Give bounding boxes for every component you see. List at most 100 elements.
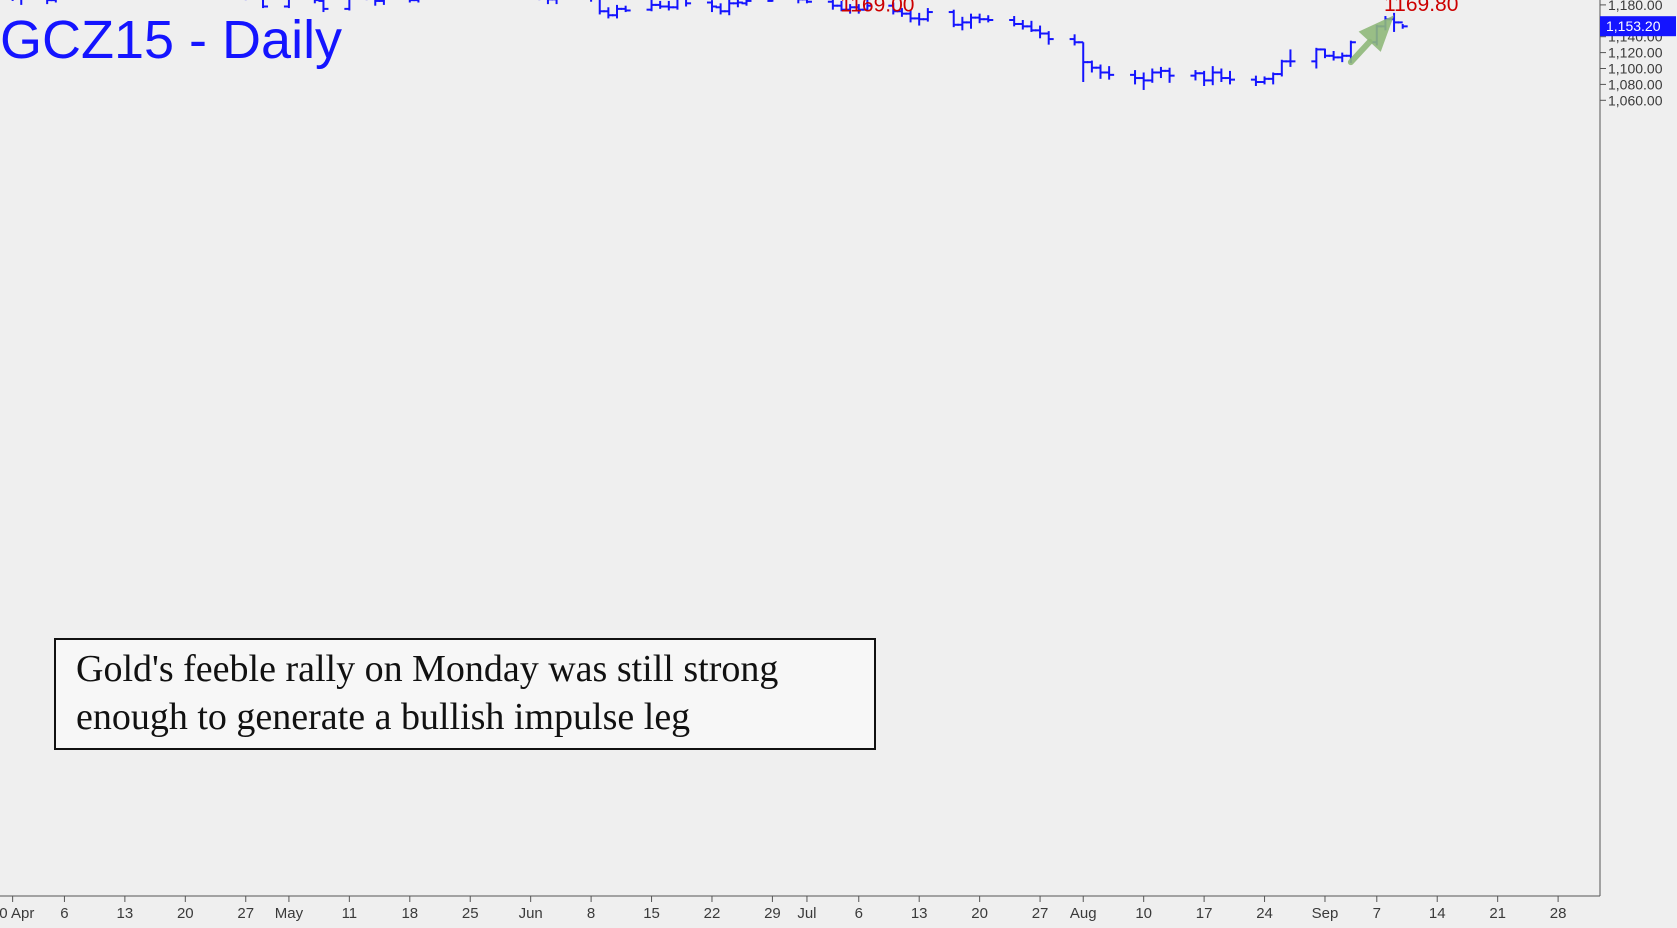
x-tick-label: 20 [971, 905, 988, 922]
ohlc-bar [1320, 49, 1330, 59]
x-tick-label: Jul [797, 905, 816, 922]
ohlc-bar [595, 0, 605, 14]
ohlc-bar [949, 10, 959, 27]
x-tick-label: May [275, 905, 304, 922]
x-tick-label: 7 [1373, 905, 1381, 922]
ohlc-bar [1147, 69, 1157, 83]
ohlc-bar [344, 0, 354, 10]
y-tick-label: 1,080.00 [1608, 76, 1663, 92]
ohlc-bar [966, 14, 976, 29]
impulse-arrow-shaft [1351, 42, 1370, 62]
annotation-line-2: enough to generate a bullish impulse leg [76, 693, 874, 741]
ohlc-bar [1018, 20, 1028, 30]
ohlc-bar [413, 0, 423, 3]
last-price-label: 1,153.20 [1606, 18, 1661, 34]
ohlc-bar [8, 0, 18, 1]
ohlc-bar [733, 0, 743, 7]
ohlc-bar [370, 0, 380, 6]
y-tick-label: 1,100.00 [1608, 61, 1663, 77]
ohlc-bar [1078, 42, 1088, 82]
price-annotation: 1169.00 [840, 0, 914, 17]
ohlc-bar [767, 0, 777, 2]
ohlc-bar [742, 0, 752, 6]
x-tick-label: Sep [1312, 905, 1339, 922]
ohlc-bar [310, 0, 320, 3]
ohlc-bar [42, 0, 52, 4]
ohlc-bar [1260, 76, 1270, 84]
x-tick-label: 27 [1032, 905, 1049, 922]
ohlc-bar [1104, 66, 1114, 80]
y-tick-label: 1,060.00 [1608, 92, 1663, 108]
x-tick-label: 10 [1135, 905, 1152, 922]
ohlc-bar [724, 0, 734, 15]
ohlc-bar [51, 0, 61, 3]
ohlc-bar [612, 5, 622, 19]
ohlc-bar [1190, 70, 1200, 80]
x-tick-label: 22 [704, 905, 721, 922]
ohlc-bar [1225, 71, 1235, 85]
ohlc-bar [258, 0, 268, 8]
ohlc-bar [647, 0, 657, 11]
x-tick-label: 6 [855, 905, 863, 922]
chart-title: GCZ15 - Daily [0, 10, 342, 70]
ohlc-bar [1035, 26, 1045, 39]
ohlc-bar [1251, 76, 1261, 86]
x-tick-label: 28 [1550, 905, 1567, 922]
ohlc-bar [793, 0, 803, 3]
ohlc-bar [975, 14, 985, 24]
x-tick-label: 29 [764, 905, 781, 922]
ohlc-bar [1156, 67, 1166, 78]
ohlc-bar [1199, 71, 1209, 86]
x-tick-label: 8 [587, 905, 595, 922]
ohlc-bar [914, 13, 924, 26]
ohlc-bar [1277, 60, 1287, 77]
ohlc-bar [621, 6, 631, 12]
ohlc-bar [1026, 21, 1036, 32]
ohlc-bar [664, 1, 674, 11]
ohlc-bar [1070, 34, 1080, 45]
ohlc-bar [1216, 69, 1226, 83]
x-tick-label: 27 [237, 905, 254, 922]
ohlc-bar [1285, 49, 1295, 66]
ohlc-bar [405, 0, 415, 3]
x-tick-label: 30 Apr [0, 905, 34, 922]
ohlc-bar [828, 0, 838, 10]
ohlc-bar [1337, 53, 1347, 63]
ohlc-bar [1096, 65, 1106, 79]
ohlc-bar [681, 0, 691, 6]
x-tick-label: Jun [519, 905, 543, 922]
ohlc-bar [957, 17, 967, 31]
ohlc-bar [16, 0, 26, 5]
ohlc-bar [707, 0, 717, 12]
x-tick-label: 14 [1429, 905, 1446, 922]
ohlc-bar [586, 0, 596, 2]
ohlc-bar [1044, 31, 1054, 45]
ohlc-bar [1009, 16, 1019, 26]
annotation-textbox: Gold's feeble rally on Monday was still … [54, 638, 876, 750]
annotation-line-1: Gold's feeble rally on Monday was still … [76, 645, 874, 693]
x-tick-label: 13 [911, 905, 928, 922]
ohlc-bar [1311, 48, 1321, 69]
x-tick-label: Aug [1070, 905, 1097, 922]
ohlc-bar [983, 15, 993, 22]
ohlc-bar [1139, 72, 1149, 89]
x-tick-label: 11 [342, 905, 358, 922]
ohlc-bar [1130, 70, 1140, 84]
ohlc-bar [802, 0, 812, 3]
ohlc-bar [716, 3, 726, 14]
ohlc-bar [655, 1, 665, 9]
y-tick-label: 1,120.00 [1608, 45, 1663, 61]
x-tick-label: 18 [401, 905, 418, 922]
ohlc-bar [603, 7, 613, 18]
ohlc-bar [284, 0, 294, 8]
x-tick-label: 15 [643, 905, 660, 922]
x-tick-label: 25 [462, 905, 479, 922]
ohlc-bar [1329, 51, 1339, 61]
ohlc-bar [379, 0, 389, 5]
ohlc-bar [552, 0, 562, 4]
ohlc-bar [1165, 68, 1175, 83]
